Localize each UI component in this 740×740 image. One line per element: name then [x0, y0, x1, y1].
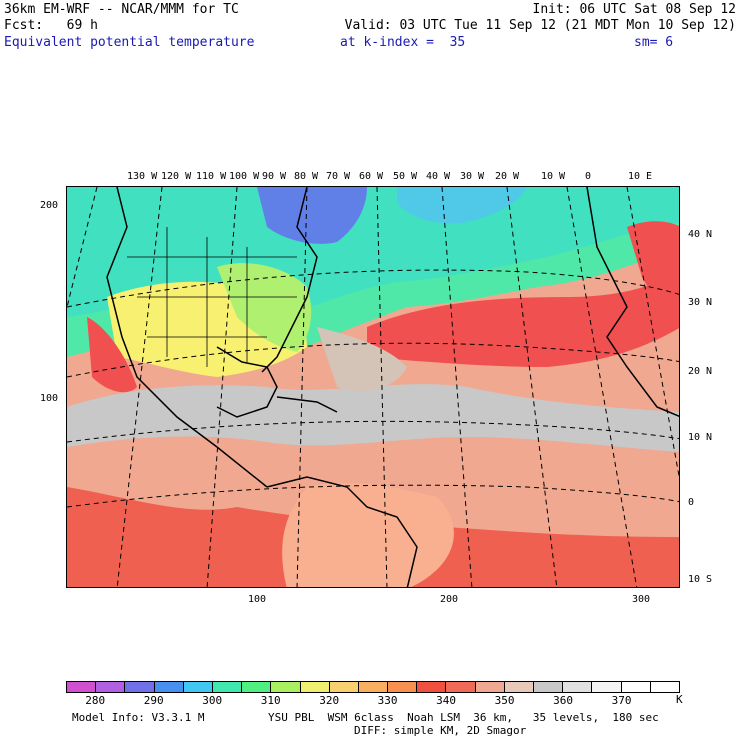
color-scale-label: 310 [260, 694, 281, 707]
red-westcoast [87, 317, 137, 393]
color-swatch [125, 682, 155, 692]
theta-e-map [66, 186, 680, 588]
longitude-label: 90 W [262, 171, 287, 182]
color-scale-unit: K [676, 693, 683, 706]
color-swatch [534, 682, 564, 692]
coastlines [106, 187, 679, 587]
salmon-southamerica [282, 482, 454, 587]
longitude-label: 50 W [393, 171, 418, 182]
color-swatch [504, 682, 534, 692]
red-europe [627, 221, 679, 301]
color-scale-label: 360 [553, 694, 573, 707]
field-name: Equivalent potential temperature [4, 35, 255, 50]
color-swatch [650, 682, 679, 692]
color-scale-label: 320 [319, 694, 340, 707]
level-info: at k-index = 35 [340, 35, 466, 50]
longitude-label: 100 W [229, 171, 260, 182]
color-scale-label: 350 [494, 694, 515, 707]
cyan-region [397, 187, 527, 224]
lat-lon-grid [67, 187, 679, 587]
color-scale-label: 300 [202, 694, 223, 707]
grid-label-y-200: 200 [40, 200, 59, 211]
init-time: Init: 06 UTC Sat 08 Sep 12 [532, 2, 737, 17]
longitude-label: 30 W [460, 171, 485, 182]
color-swatch [446, 682, 476, 692]
color-scale-label: 330 [377, 694, 398, 707]
smoothing-info: sm= 6 [634, 35, 674, 50]
latitude-label: 0 [688, 497, 695, 508]
longitude-label: 120 W [161, 171, 192, 182]
color-swatch [183, 682, 213, 692]
grid-label-x-200: 200 [440, 594, 459, 605]
longitude-label: 20 W [495, 171, 520, 182]
color-scale-label: 340 [436, 694, 457, 707]
physics-info: YSU PBL WSM 6class Noah LSM 36 km, 35 le… [268, 711, 659, 724]
state-borders [127, 227, 297, 367]
model-title: 36km EM-WRF -- NCAR/MMM for TC [4, 2, 239, 17]
color-swatch [154, 682, 184, 692]
color-swatch [96, 682, 126, 692]
blue-low-region [257, 187, 367, 244]
longitude-label: 40 W [426, 171, 451, 182]
longitude-label: 70 W [326, 171, 351, 182]
grid-label-x-100: 100 [248, 594, 267, 605]
color-swatch [592, 682, 622, 692]
color-swatch [242, 682, 272, 692]
color-swatch [621, 682, 651, 692]
longitude-label: 80 W [294, 171, 319, 182]
valid-time: Valid: 03 UTC Tue 11 Sep 12 (21 MDT Mon … [344, 18, 736, 33]
color-scale-label: 280 [85, 694, 106, 707]
model-info: Model Info: V3.3.1 M [72, 711, 205, 724]
longitude-label: 60 W [359, 171, 384, 182]
latitude-label: 30 N [688, 297, 713, 308]
color-swatch [67, 682, 97, 692]
latitude-label: 20 N [688, 366, 713, 377]
longitude-label: 130 W [127, 171, 158, 182]
color-scale-label: 290 [143, 694, 164, 707]
longitude-label: 0 [585, 171, 592, 182]
color-swatch [212, 682, 243, 692]
latitude-label: 10 S [688, 574, 713, 585]
grid-label-x-300: 300 [632, 594, 651, 605]
color-swatch [475, 682, 505, 692]
color-swatch [563, 682, 593, 692]
color-swatch [388, 682, 418, 692]
grid-label-y-100: 100 [40, 393, 59, 404]
lightgreen-region [217, 263, 312, 352]
color-swatch [358, 682, 389, 692]
longitude-label: 10 E [628, 171, 653, 182]
longitude-label: 10 W [541, 171, 566, 182]
color-swatch [329, 682, 359, 692]
red-band-atlantic [367, 268, 679, 367]
diffusion-info: DIFF: simple KM, 2D Smagor [354, 724, 527, 737]
gray-patch [317, 327, 407, 391]
color-swatch [271, 682, 301, 692]
latitude-label: 10 N [688, 432, 713, 443]
color-swatch [417, 682, 447, 692]
color-swatch [300, 682, 330, 692]
forecast-hour: Fcst: 69 h [4, 18, 98, 33]
color-scale-bar [66, 681, 680, 693]
latitude-label: 40 N [688, 229, 713, 240]
color-scale-label: 370 [611, 694, 632, 707]
longitude-label: 110 W [196, 171, 227, 182]
gray-band [67, 384, 679, 452]
